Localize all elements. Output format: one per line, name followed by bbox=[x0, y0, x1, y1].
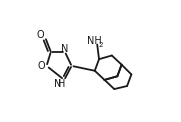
Text: O: O bbox=[38, 61, 45, 71]
Text: 2: 2 bbox=[98, 42, 103, 48]
Text: O: O bbox=[37, 30, 45, 40]
Text: NH: NH bbox=[87, 36, 102, 46]
Text: N: N bbox=[54, 79, 62, 89]
Text: H: H bbox=[58, 79, 66, 89]
Text: N: N bbox=[61, 44, 69, 54]
